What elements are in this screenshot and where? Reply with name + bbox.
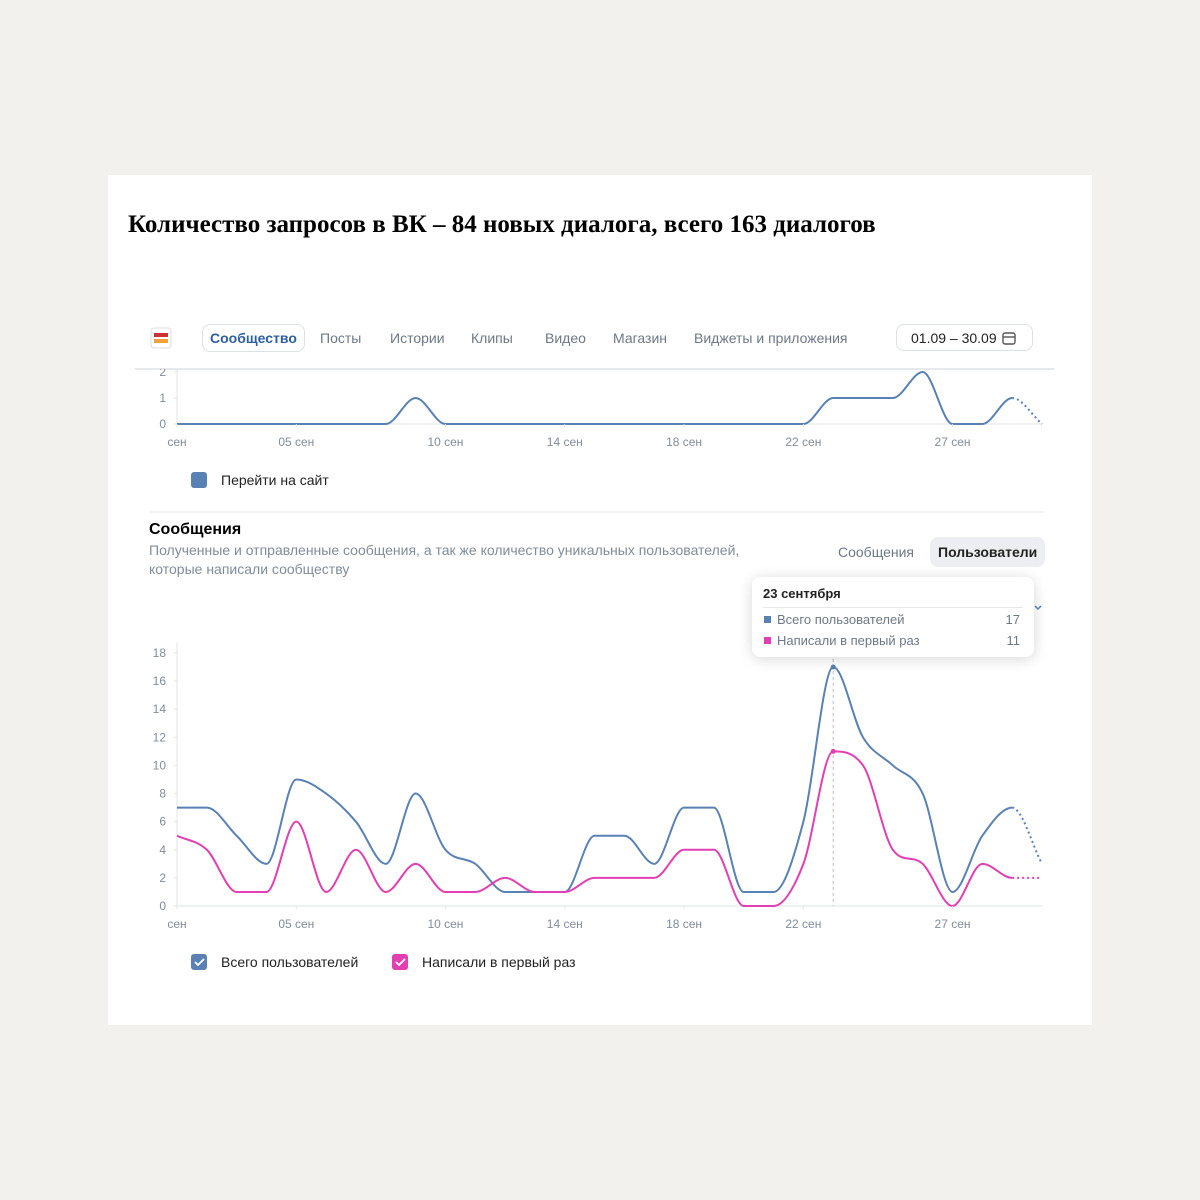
nav-bar — [135, 310, 1055, 368]
tab[interactable]: Клипы — [471, 330, 513, 346]
x-tick-label: сен — [167, 917, 186, 931]
toggle[interactable]: Сообщения — [838, 544, 914, 560]
x-tick-label: 18 сен — [666, 917, 702, 931]
series-line — [176, 750, 1013, 908]
tab[interactable]: Магазин — [613, 330, 668, 346]
tooltip-series: Написали в первый раз — [777, 633, 920, 648]
tooltip-series: Всего пользователей — [777, 612, 905, 627]
plot: 0 1 2 — [159, 365, 1043, 431]
tooltip-title: 23 сентября — [763, 586, 841, 601]
chart-main: 0 2 4 6 8 10 12 14 16 18 сен 05 сен 10 сен 14 сен 18 с… — [153, 643, 1043, 970]
y-tick-label: 10 — [153, 758, 167, 772]
tab[interactable]: Сообщество — [202, 324, 305, 352]
x-tick-label: 05 сен — [278, 435, 314, 449]
tab[interactable]: Видео — [545, 330, 586, 346]
y-tick-label: 16 — [153, 674, 167, 688]
legend-label: Перейти на сайт — [221, 472, 329, 488]
logo — [150, 327, 172, 349]
logo-mark — [154, 339, 168, 343]
tooltip: 23 сентября Всего пользователей 17 Напис… — [752, 577, 1034, 657]
x-tick-label: 27 сен — [935, 435, 971, 449]
y-tick-label: 6 — [159, 815, 166, 829]
x-tick-label: 18 сен — [666, 435, 702, 449]
chevron — [1034, 605, 1042, 611]
legend-swatch — [191, 954, 207, 970]
x-tick-label: 22 сен — [785, 917, 821, 931]
x-tick-label: сен — [167, 435, 186, 449]
series-line-projected — [1011, 806, 1043, 865]
date-range: 01.09 – 30.09 — [911, 330, 997, 346]
x-tick-label: 10 сен — [427, 917, 463, 931]
y-tick-label: 12 — [153, 730, 167, 744]
tooltip-value: 11 — [1006, 633, 1021, 648]
series-line — [177, 370, 1013, 425]
hover-point — [830, 664, 836, 670]
tab[interactable]: Истории — [390, 330, 445, 346]
x-tick-label: 27 сен — [935, 917, 971, 931]
section-description: Полученные и отправленные сообщения, а т… — [149, 542, 740, 577]
x-tick-label: 05 сен — [278, 917, 314, 931]
tooltip-swatch — [764, 637, 771, 644]
x-tick-label: 14 сен — [547, 917, 583, 931]
x-tick-label: 22 сен — [785, 435, 821, 449]
legend-check — [194, 958, 205, 967]
series-line — [177, 666, 1013, 893]
tooltip-value: 17 — [1005, 612, 1020, 627]
tooltip-swatch — [764, 616, 771, 623]
legend-swatch — [392, 954, 408, 970]
calendar-icon — [1002, 332, 1016, 345]
x-tick-label: 10 сен — [427, 435, 463, 449]
hover-point — [830, 748, 836, 754]
y-tick-label: 18 — [153, 646, 167, 660]
legend-check — [395, 958, 406, 967]
tooltip-divider — [763, 607, 1023, 608]
date-picker[interactable]: 01.09 – 30.09 — [896, 324, 1033, 351]
logo-mark — [154, 333, 168, 337]
tab[interactable]: Посты — [320, 330, 362, 346]
legend-swatch — [191, 472, 207, 488]
y-tick-label: 0 — [159, 899, 166, 913]
y-tick-label: 2 — [159, 871, 166, 885]
y-tick-label: 14 — [153, 702, 167, 716]
heading: Количество запросов в ВК – 84 новых диал… — [128, 211, 876, 238]
legend-label: Написали в первый раз — [422, 954, 576, 970]
y-tick-label: 1 — [159, 391, 166, 405]
toggle[interactable]: Пользователи — [930, 537, 1046, 567]
y-tick-label: 4 — [159, 843, 166, 857]
tab[interactable]: Виджеты и приложения — [694, 330, 848, 346]
series-line-projected — [1011, 397, 1043, 425]
legend-label: Всего пользователей — [221, 954, 358, 970]
chart-top: 0 1 2 сен 05 сен 10 сен 14 сен 18 сен 22 сен 27 с… — [159, 365, 1043, 488]
y-tick-label: 0 — [159, 417, 166, 431]
y-tick-label: 8 — [159, 787, 166, 801]
plot: 0 2 4 6 8 10 12 14 16 18 — [153, 643, 1043, 913]
y-tick-label: 2 — [159, 365, 166, 379]
x-tick-label: 14 сен — [547, 435, 583, 449]
section-title: Сообщения — [149, 521, 242, 538]
